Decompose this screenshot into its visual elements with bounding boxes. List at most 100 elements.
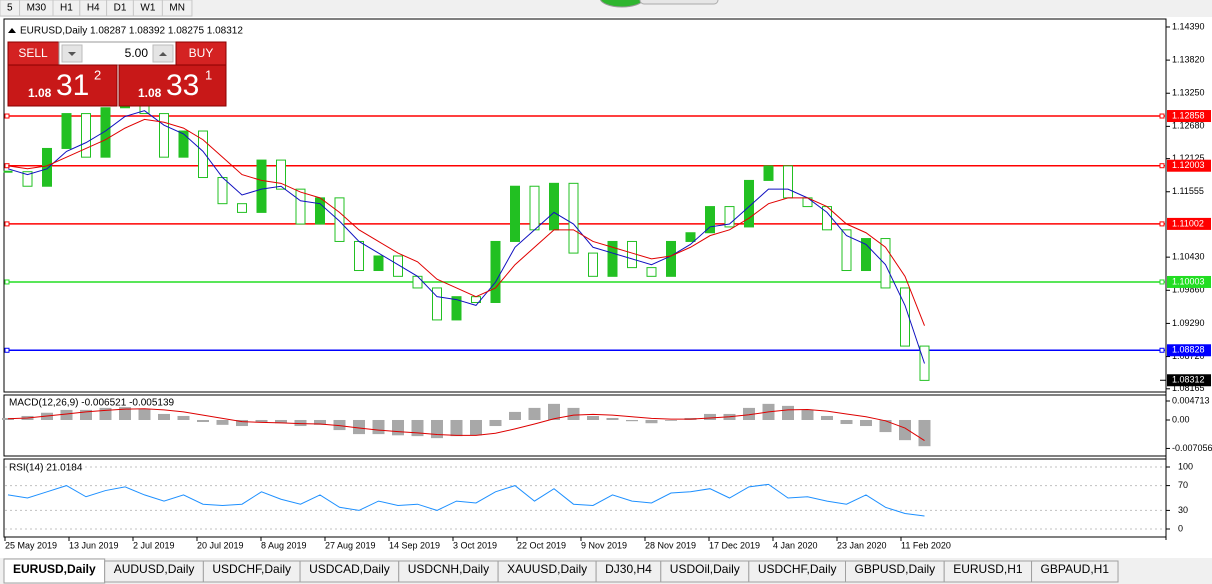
level-handle[interactable]	[4, 221, 10, 227]
sell-label: SELL	[18, 46, 48, 60]
candle	[607, 240, 618, 277]
level-handle[interactable]	[1159, 113, 1165, 119]
macd-bar	[626, 419, 638, 422]
macd-bar	[60, 409, 73, 420]
level-handle[interactable]	[4, 279, 10, 285]
tab[interactable]	[1031, 560, 1119, 583]
x-tick-label: 8 Aug 2019	[261, 540, 307, 550]
y-tick-label: 1.08165	[1172, 383, 1205, 393]
candle	[685, 232, 696, 242]
macd-bar	[782, 405, 794, 420]
macd-bar	[821, 415, 833, 420]
ask-box[interactable]	[118, 64, 227, 107]
rsi-y-tick-label: 70	[1178, 480, 1188, 490]
tab-label: EURUSD,Daily	[13, 562, 96, 576]
y-tick-label: 1.13250	[1172, 88, 1205, 98]
x-tick-label: 17 Dec 2019	[709, 540, 760, 550]
timeframe-label: M30	[27, 3, 47, 14]
candle	[100, 107, 111, 158]
macd-bar	[918, 419, 931, 447]
candle	[393, 255, 403, 277]
tab-label: XAUUSD,Daily	[507, 562, 587, 576]
bid-box[interactable]	[7, 64, 118, 107]
y-tick-label: 1.12680	[1172, 121, 1205, 131]
x-tick-label: 13 Jun 2019	[69, 540, 119, 550]
x-tick-label: 9 Nov 2019	[581, 540, 627, 550]
candle	[783, 165, 793, 199]
candle	[724, 206, 735, 228]
candle	[315, 197, 325, 225]
level-label: 1.08828	[1172, 345, 1205, 355]
current-price-box	[1167, 374, 1211, 387]
x-tick-label: 11 Feb 2020	[901, 540, 951, 550]
ask-big: 33	[166, 69, 199, 102]
candle	[373, 255, 384, 272]
macd-bar	[548, 403, 560, 420]
macd-y-tick-label: -0.007056	[1172, 443, 1212, 453]
macd-bar	[255, 419, 268, 423]
tab-label: GBPAUD,H1	[1041, 562, 1110, 576]
candle	[256, 159, 267, 213]
y-tick-label: 1.12125	[1172, 153, 1205, 163]
macd-bar	[2, 417, 14, 420]
level-handle[interactable]	[1159, 221, 1165, 227]
collapse-arrow[interactable]	[8, 28, 16, 33]
level-handle[interactable]	[4, 347, 10, 353]
macd-bar	[801, 409, 814, 420]
x-tick-label: 22 Oct 2019	[517, 540, 566, 550]
macd-bar	[372, 419, 385, 435]
tab-label: USDCNH,Daily	[408, 562, 489, 576]
x-tick-label: 2 Jul 2019	[133, 540, 175, 550]
level-label: 1.12003	[1172, 160, 1205, 170]
macd-bar	[177, 415, 190, 420]
plot-layer: 1.14390 1.13820 1.13250 1.12680 1.12125 1.115…	[2, 21, 1212, 550]
candle	[81, 113, 91, 158]
level-label: 1.12858	[1172, 110, 1205, 120]
level-handle[interactable]	[4, 113, 10, 119]
y-tick-label: 1.09290	[1172, 318, 1205, 328]
level-handle[interactable]	[1159, 163, 1165, 169]
candle	[354, 240, 364, 272]
macd-title: MACD(12,26,9) -0.006521 -0.005139	[9, 398, 175, 409]
x-tick-label: 4 Jan 2020	[773, 540, 818, 550]
level-label-box	[1167, 275, 1211, 288]
macd-y-tick-label: 0.004713	[1172, 395, 1210, 405]
macd-bar	[119, 407, 131, 420]
macd-bar	[392, 419, 404, 436]
macd-bar	[743, 407, 755, 420]
timeframe-label: W1	[140, 3, 155, 14]
arrow-up-icon	[159, 52, 167, 56]
candle	[568, 182, 579, 254]
tab[interactable]	[3, 558, 106, 584]
timeframe-label: 5	[7, 3, 13, 14]
chart-title: EURUSD,Daily	[20, 26, 87, 37]
level-handle[interactable]	[1159, 279, 1165, 285]
tab-label: USDCHF,Daily	[212, 562, 291, 576]
ask-point: 1	[205, 67, 212, 82]
candle	[510, 185, 520, 242]
x-tick-label: 25 May 2019	[5, 540, 57, 550]
candle	[334, 197, 345, 242]
rsi-y-tick-label: 100	[1178, 461, 1193, 471]
volume-value: 5.00	[125, 46, 149, 60]
candle	[861, 238, 871, 272]
candle	[588, 252, 598, 277]
macd-bar	[899, 419, 911, 441]
macd-bar	[879, 419, 892, 433]
level-handle[interactable]	[1159, 347, 1165, 353]
candle	[841, 229, 852, 272]
macd-bar	[470, 419, 482, 436]
timeframe-label: H4	[87, 3, 100, 14]
candle	[432, 287, 442, 321]
candle	[295, 188, 306, 225]
y-tick-label: 1.11555	[1172, 186, 1204, 196]
candle	[178, 130, 189, 158]
y-tick-label: 1.09860	[1172, 285, 1205, 295]
candle	[61, 113, 72, 149]
tab-label: USDOil,Daily	[670, 562, 740, 576]
candle	[22, 171, 33, 187]
timeframe-button[interactable]	[161, 0, 193, 17]
candle	[549, 182, 559, 231]
